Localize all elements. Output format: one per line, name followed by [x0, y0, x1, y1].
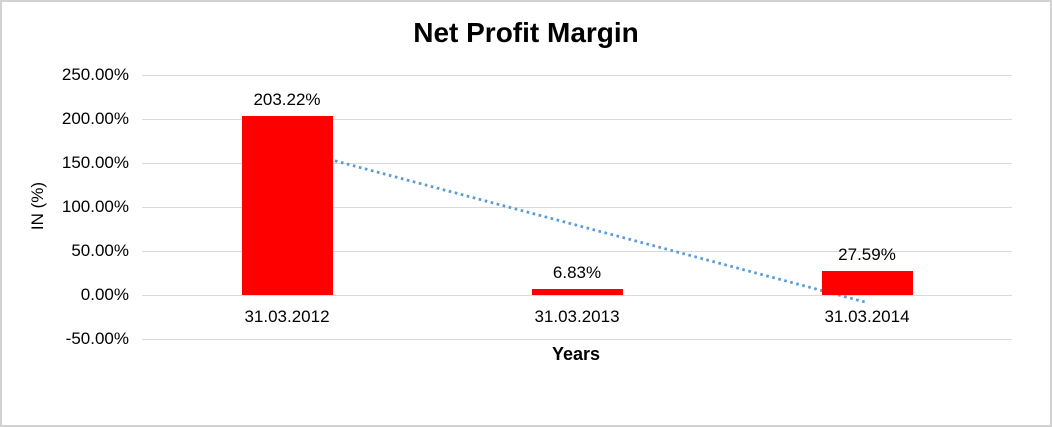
- gridline: [142, 119, 1012, 120]
- bar-31.03.2014: [821, 270, 913, 295]
- trendline: [286, 146, 868, 304]
- gridline: [142, 207, 1012, 208]
- y-axis-tick-label: 200.00%: [61, 109, 129, 128]
- bar-31.03.2013: [531, 288, 623, 295]
- y-axis-tick-label: 100.00%: [61, 197, 129, 216]
- y-axis-tick-label: 50.00%: [71, 241, 129, 260]
- category-label: 31.03.2014: [824, 307, 910, 326]
- bar-value-label: 27.59%: [838, 244, 896, 264]
- x-axis-title: Years: [551, 344, 601, 364]
- y-axis-tick-label: 250.00%: [61, 65, 129, 84]
- chart-title: Net Profit Margin: [413, 17, 639, 48]
- plot-area: [142, 75, 1012, 340]
- bar-value-label: 6.83%: [552, 262, 602, 282]
- y-axis-tick-label: -50.00%: [65, 329, 129, 348]
- bar-31.03.2012: [241, 116, 333, 295]
- gridline: [142, 75, 1012, 76]
- y-axis-tick-label: 150.00%: [61, 153, 129, 172]
- category-label: 31.03.2013: [534, 307, 620, 326]
- gridline: [142, 163, 1012, 164]
- gridline: [142, 251, 1012, 252]
- y-axis-tick-label: 0.00%: [80, 285, 129, 304]
- gridline: [142, 295, 1012, 296]
- gridline: [142, 339, 1012, 340]
- bar-value-label: 203.22%: [253, 90, 321, 110]
- category-label: 31.03.2012: [244, 307, 330, 326]
